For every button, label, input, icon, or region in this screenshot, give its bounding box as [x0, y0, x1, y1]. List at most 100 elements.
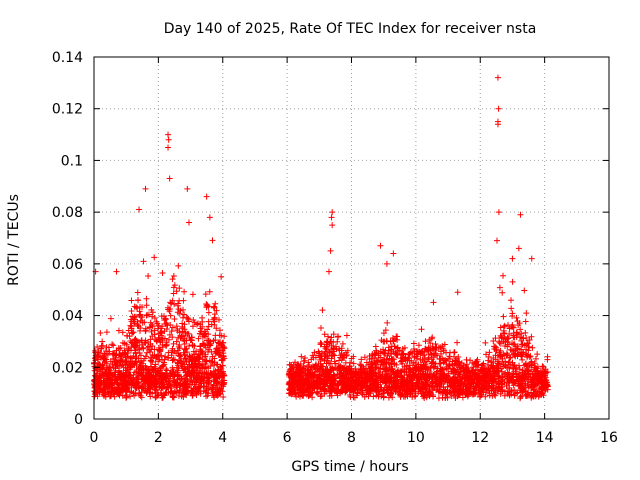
roti-point: [189, 323, 196, 330]
roti-point: [174, 347, 181, 354]
roti-point: [198, 376, 205, 383]
roti-point: [96, 361, 103, 368]
roti-point: [171, 301, 178, 308]
roti-point: [136, 365, 143, 372]
roti-point: [163, 367, 170, 374]
roti-point: [209, 237, 216, 244]
roti-point: [128, 339, 135, 346]
roti-point: [152, 361, 159, 368]
roti-point: [168, 388, 175, 395]
roti-point: [159, 394, 166, 401]
roti-point: [134, 305, 141, 312]
roti-point: [173, 323, 180, 330]
roti-point: [116, 367, 123, 374]
roti-point: [158, 328, 165, 335]
roti-point: [163, 384, 170, 391]
roti-point: [134, 297, 141, 304]
roti-point: [167, 321, 174, 328]
roti-point: [196, 384, 203, 391]
roti-point: [168, 349, 175, 356]
roti-point: [134, 289, 141, 296]
roti-point: [159, 342, 166, 349]
roti-point: [149, 313, 156, 320]
x-tick-label: 6: [283, 430, 292, 446]
roti-point: [197, 388, 204, 395]
roti-point: [191, 319, 198, 326]
roti-point: [206, 377, 213, 384]
roti-point: [213, 374, 220, 381]
roti-point: [206, 346, 213, 353]
roti-point: [182, 379, 189, 386]
roti-point: [134, 376, 141, 383]
roti-point: [213, 347, 220, 354]
roti-point: [211, 304, 218, 311]
roti-point: [179, 314, 186, 321]
x-tick-label: 10: [407, 430, 425, 446]
roti-point: [180, 358, 187, 365]
roti-point: [522, 329, 529, 336]
roti-point: [131, 392, 138, 399]
roti-point: [113, 376, 120, 383]
roti-point: [157, 347, 164, 354]
roti-point: [128, 307, 135, 314]
y-tick-label: 0.08: [52, 205, 83, 221]
y-tick-label: 0.1: [61, 153, 83, 169]
roti-point: [185, 330, 192, 337]
roti-point: [213, 325, 220, 332]
roti-point: [190, 348, 197, 355]
roti-point: [153, 353, 160, 360]
roti-point: [126, 366, 133, 373]
roti-point: [108, 386, 115, 393]
roti-point: [107, 367, 114, 374]
roti-point: [103, 329, 110, 336]
roti-point: [162, 316, 169, 323]
roti-point: [136, 338, 143, 345]
roti-point: [166, 331, 173, 338]
roti-point: [192, 357, 199, 364]
roti-point: [97, 379, 104, 386]
roti-point: [121, 383, 128, 390]
roti-point: [210, 388, 217, 395]
roti-point: [182, 329, 189, 336]
roti-point: [195, 320, 202, 327]
roti-point: [94, 366, 101, 373]
roti-point: [110, 342, 117, 349]
roti-point: [187, 378, 194, 385]
chart-title: Day 140 of 2025, Rate Of TEC Index for r…: [164, 21, 537, 37]
roti-point: [131, 338, 138, 345]
roti-point: [159, 269, 166, 276]
roti-point: [97, 387, 104, 394]
roti-point: [134, 322, 141, 329]
roti-point: [160, 359, 167, 366]
roti-point: [158, 372, 165, 379]
roti-point: [91, 363, 98, 370]
roti-point: [181, 352, 188, 359]
roti-point: [127, 322, 134, 329]
roti-point: [170, 340, 177, 347]
roti-point: [163, 390, 170, 397]
roti-point: [180, 332, 187, 339]
roti-point: [109, 341, 116, 348]
roti-point: [194, 364, 201, 371]
roti-point: [181, 288, 188, 295]
roti-point: [140, 384, 147, 391]
roti-point: [143, 302, 150, 309]
roti-point: [115, 327, 122, 334]
roti-point: [219, 362, 226, 369]
roti-point: [166, 379, 173, 386]
roti-point: [216, 346, 223, 353]
roti-point: [135, 323, 142, 330]
roti-point: [167, 312, 174, 319]
roti-point: [175, 306, 182, 313]
roti-point: [214, 380, 221, 387]
roti-point: [202, 353, 209, 360]
roti-point: [125, 327, 132, 334]
roti-point: [168, 300, 175, 307]
roti-point: [182, 379, 189, 386]
roti-point: [220, 372, 227, 379]
roti-point: [119, 329, 126, 336]
roti-point: [130, 329, 137, 336]
roti-points: [91, 74, 551, 402]
roti-point: [118, 374, 125, 381]
roti-point: [173, 380, 180, 387]
